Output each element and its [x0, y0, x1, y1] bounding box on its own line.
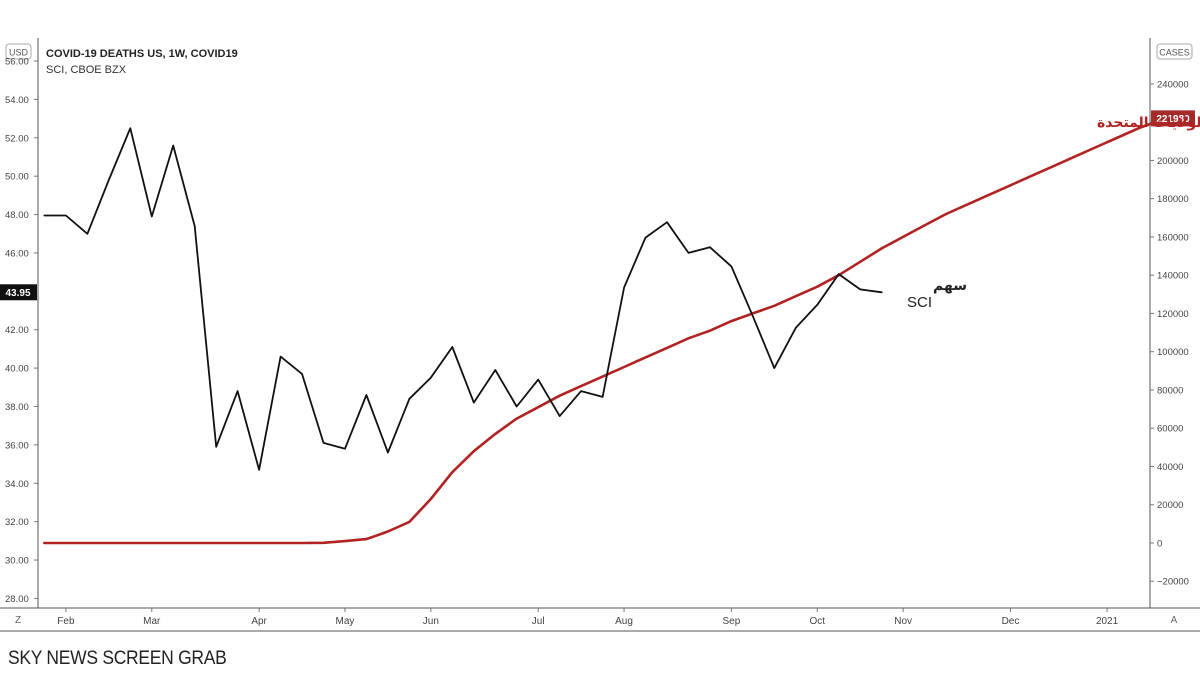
right-tick-label: 20000 — [1157, 500, 1183, 511]
right-tick-label: 80000 — [1157, 385, 1183, 396]
axis-frames — [0, 38, 1200, 632]
x-tick-label: Dec — [1002, 616, 1020, 627]
left-unit-label: USD — [9, 48, 29, 58]
left-unit-box: USD — [5, 43, 32, 60]
corner-label-right[interactable]: A — [1171, 615, 1178, 626]
right-tick-label: 240000 — [1157, 79, 1189, 90]
right-value-marker: 221980 — [1151, 110, 1195, 127]
left-tick-label: 48.00 — [5, 210, 29, 221]
x-tick-label: Oct — [809, 616, 825, 627]
x-tick-label: Feb — [57, 616, 75, 627]
left-price-marker: 43.95 — [0, 284, 37, 301]
deaths-series-line — [43, 115, 1184, 545]
last-value-label: 221980 — [1156, 114, 1190, 125]
left-tick-label: 46.00 — [5, 248, 29, 259]
right-unit-box: CASES — [1156, 43, 1193, 60]
x-tick-label: Jul — [532, 616, 545, 627]
right-tick-label: 160000 — [1157, 232, 1189, 243]
last-price-label: 43.95 — [5, 288, 30, 299]
left-tick-label: 50.00 — [5, 172, 29, 183]
x-tick-label: Jun — [423, 616, 439, 627]
left-tick-label: 56.00 — [5, 57, 29, 68]
right-tick-label: 100000 — [1157, 347, 1189, 358]
sci-price-line — [43, 127, 883, 471]
sci-annotation-en: SCI — [907, 294, 932, 311]
left-tick-label: 30.00 — [5, 556, 29, 567]
chart-title: COVID-19 DEATHS US, 1W, COVID19 — [46, 48, 238, 60]
right-axis-ticks: 2400002200002000001800001600001400001200… — [1150, 79, 1189, 588]
x-tick-label: May — [336, 616, 355, 627]
x-tick-label: Sep — [722, 616, 740, 627]
left-tick-label: 38.00 — [5, 402, 29, 413]
right-tick-label: 0 — [1157, 538, 1162, 549]
left-tick-label: 28.00 — [5, 594, 29, 605]
auto-scale-left[interactable]: Z — [3, 610, 33, 628]
left-axis-ticks: 56.00 54.00 52.00 50.00 48.00 46.00 42.00 40.00… — [5, 57, 38, 605]
left-tick-label: 32.00 — [5, 517, 29, 528]
right-tick-label: 40000 — [1157, 462, 1183, 473]
x-tick-label: Nov — [894, 616, 912, 627]
right-unit-label: CASES — [1159, 48, 1190, 58]
right-tick-label: 60000 — [1157, 424, 1183, 435]
left-tick-label: 42.00 — [5, 325, 29, 336]
series-layer — [43, 115, 1184, 545]
right-tick-label: 200000 — [1157, 156, 1189, 167]
left-tick-label: 34.00 — [5, 479, 29, 490]
sci-annotation-ar: سهم — [933, 277, 967, 294]
right-tick-label: 120000 — [1157, 309, 1189, 320]
auto-scale-right[interactable]: A — [1158, 610, 1188, 628]
right-tick-label: −20000 — [1157, 577, 1189, 588]
x-tick-label: Aug — [615, 616, 633, 627]
left-tick-label: 36.00 — [5, 440, 29, 451]
chart-background — [0, 0, 1200, 636]
right-tick-label: 180000 — [1157, 194, 1189, 205]
corner-label-left[interactable]: Z — [15, 615, 21, 626]
x-tick-label: Apr — [251, 616, 267, 627]
source-credit: SKY NEWS SCREEN GRAB — [8, 648, 227, 669]
chart-subtitle: SCI, CBOE BZX — [46, 64, 127, 76]
x-tick-label: 2021 — [1096, 616, 1119, 627]
x-tick-label: Mar — [143, 616, 161, 627]
deaths-annotation: وفيات كورونا في الولايات المتحدة — [1097, 114, 1200, 131]
left-tick-label: 52.00 — [5, 133, 29, 144]
x-axis-ticks: Feb Mar Apr May Jun Jul Aug Sep Oct Nov Dec 2021 — [57, 608, 1119, 627]
left-tick-label: 40.00 — [5, 364, 29, 375]
left-tick-label: 54.00 — [5, 95, 29, 106]
right-tick-label: 140000 — [1157, 271, 1189, 282]
